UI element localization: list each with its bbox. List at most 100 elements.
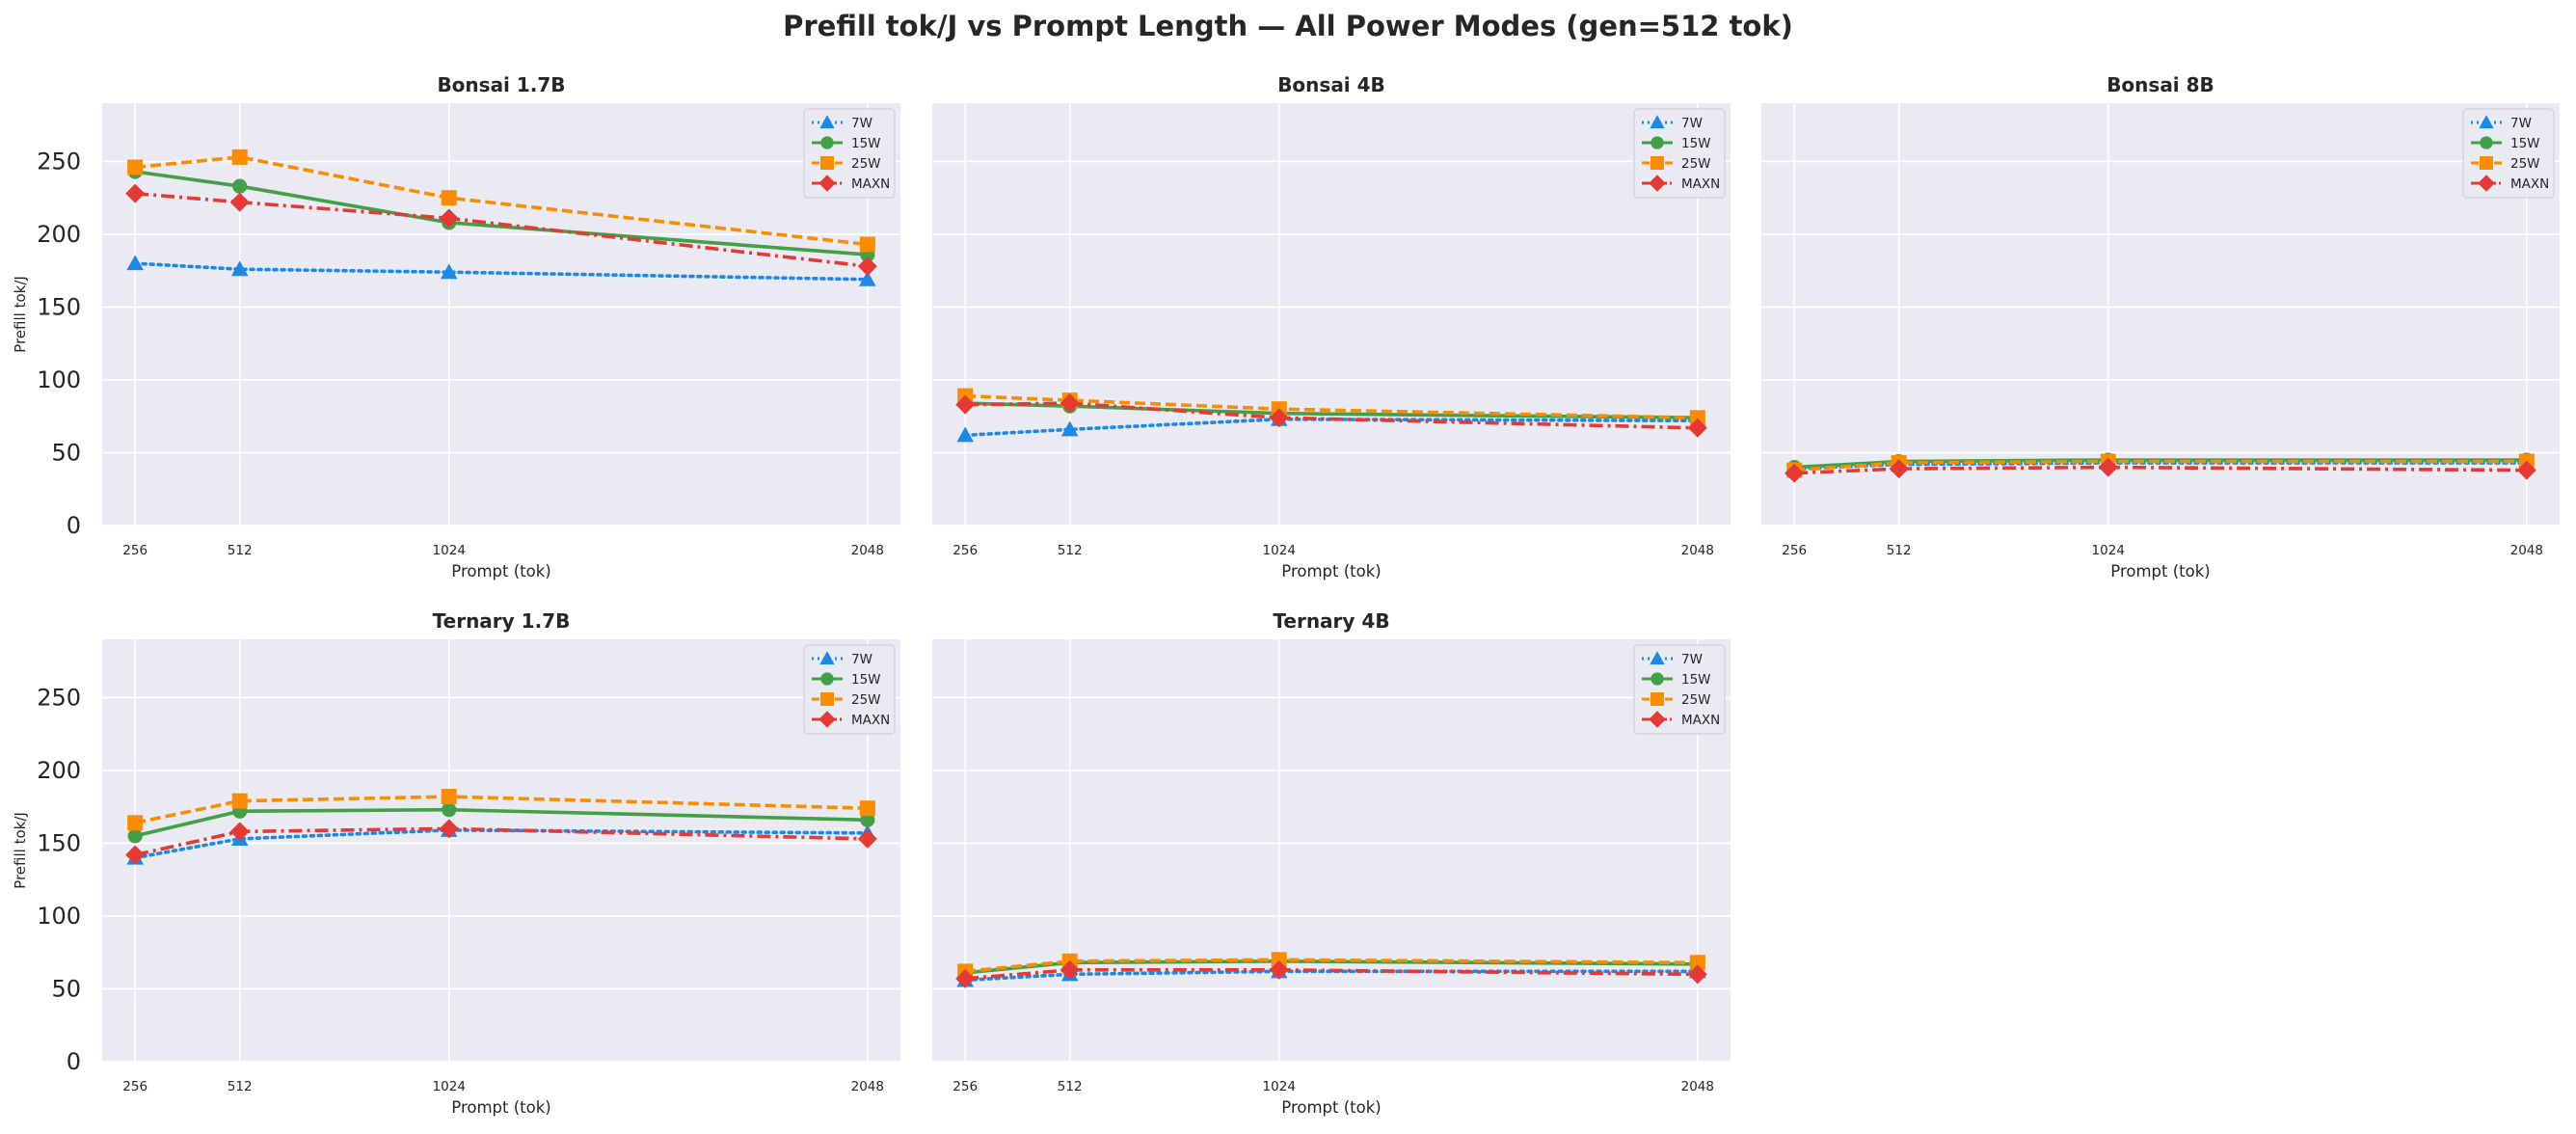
y-tick-label: 200 — [37, 757, 81, 784]
data-point — [1889, 459, 1909, 479]
x-tick-label: 256 — [122, 1079, 148, 1094]
series-25w — [127, 789, 875, 831]
legend: 7W 15W 25W MAXN — [1633, 108, 1726, 199]
data-point — [859, 270, 876, 286]
data-point — [1271, 952, 1287, 968]
x-tick-label: 2048 — [1681, 543, 1714, 558]
legend-marker — [820, 156, 834, 170]
data-point — [1687, 964, 1707, 985]
data-point — [229, 822, 250, 842]
x-tick-label: 512 — [228, 543, 253, 558]
subplot-title: Bonsai 1.7B — [437, 73, 565, 96]
x-axis-label: Prompt (tok) — [1281, 1098, 1381, 1117]
legend-marker — [820, 692, 834, 706]
legend-label: 25W — [2510, 156, 2540, 172]
series-line — [965, 393, 1698, 420]
data-point — [1689, 955, 1705, 971]
y-tick-label: 150 — [37, 829, 81, 856]
data-point — [1687, 418, 1707, 438]
legend-marker — [1650, 651, 1665, 665]
subplot-title: Bonsai 4B — [1277, 73, 1385, 96]
data-point — [230, 260, 249, 277]
series-line — [135, 155, 869, 247]
data-point — [440, 263, 458, 280]
series-line — [963, 417, 1700, 438]
series-line — [965, 401, 1698, 430]
data-point — [441, 789, 457, 805]
data-point — [1060, 393, 1080, 414]
data-point — [1689, 410, 1705, 426]
legend: 7W 15W 25W MAXN — [803, 108, 896, 199]
legend-marker — [819, 115, 835, 129]
legend-marker — [1649, 711, 1666, 728]
data-point — [229, 192, 250, 212]
legend-marker — [1650, 136, 1664, 149]
y-tick-label: 200 — [37, 221, 81, 248]
data-point — [231, 148, 248, 165]
data-point — [955, 968, 976, 988]
y-tick-label: 150 — [37, 293, 81, 320]
series-7w — [126, 255, 876, 286]
x-axis-label: Prompt (tok) — [2110, 562, 2210, 580]
legend-label: 15W — [2510, 136, 2540, 151]
legend-label: MAXN — [851, 713, 890, 728]
x-tick-label: 2048 — [851, 543, 884, 558]
y-tick-label: 0 — [67, 1048, 81, 1075]
data-point — [441, 190, 457, 206]
data-point — [1269, 408, 1289, 428]
series-line — [134, 807, 868, 838]
x-tick-label: 2048 — [851, 1079, 884, 1094]
y-tick-label: 250 — [37, 684, 81, 711]
series-line — [135, 191, 869, 268]
legend-label: 15W — [1681, 136, 1711, 151]
data-point — [442, 802, 457, 818]
data-point — [2098, 457, 2118, 477]
data-point — [127, 815, 144, 831]
x-tick-label: 1024 — [2092, 543, 2125, 558]
y-tick-label: 250 — [37, 148, 81, 175]
x-tick-label: 256 — [953, 543, 978, 558]
data-point — [231, 793, 248, 809]
y-axis-label: Prefill tok/J — [12, 276, 29, 353]
legend-label: 7W — [1681, 652, 1703, 667]
data-point — [956, 426, 974, 443]
y-axis-label: Prefill tok/J — [12, 812, 29, 889]
x-axis-label: Prompt (tok) — [451, 562, 550, 580]
x-tick-label: 256 — [953, 1079, 978, 1094]
series-line — [133, 828, 870, 860]
x-tick-label: 1024 — [433, 543, 466, 558]
y-tick-label: 50 — [51, 439, 81, 466]
data-point — [1784, 463, 1805, 483]
data-point — [857, 256, 877, 277]
plot-area — [932, 639, 1731, 1062]
legend-label: 15W — [851, 672, 881, 688]
data-point — [126, 255, 144, 271]
x-axis-label: Prompt (tok) — [1281, 562, 1381, 580]
legend-label: 15W — [1681, 672, 1711, 688]
legend-label: 7W — [1681, 116, 1703, 131]
data-point — [857, 828, 877, 849]
legend-label: MAXN — [2510, 176, 2549, 192]
data-point — [860, 812, 875, 827]
data-point — [127, 828, 143, 844]
x-tick-label: 2048 — [1681, 1079, 1714, 1094]
series-line — [134, 826, 868, 857]
subplot-2: 256 512 1024 2048 Bonsai 4B Prompt (tok) 7W 15W… — [932, 73, 1731, 580]
series-maxn — [955, 959, 1707, 988]
series-maxn — [955, 393, 1707, 438]
legend-marker — [2480, 156, 2493, 170]
data-point — [955, 394, 976, 415]
data-point — [127, 159, 144, 176]
subplot-grid: 0 50 100 150 200 250 256 512 1024 2048 Bonsai 1.7B… — [12, 73, 2560, 1117]
subplot-title: Bonsai 8B — [2106, 73, 2214, 96]
series-line — [134, 795, 868, 825]
legend-marker — [820, 136, 834, 149]
legend-label: 7W — [851, 116, 872, 131]
data-point — [2516, 460, 2536, 480]
plot-area — [932, 103, 1731, 526]
data-point — [125, 845, 146, 865]
data-point — [859, 236, 875, 253]
x-tick-label: 512 — [1058, 543, 1083, 558]
x-tick-label: 1024 — [1263, 1079, 1296, 1094]
